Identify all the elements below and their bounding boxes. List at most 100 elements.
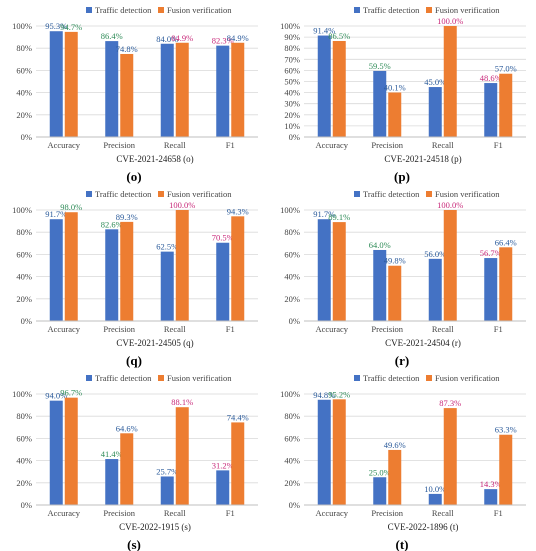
legend-swatch	[86, 375, 92, 381]
data-label: 14.3%	[480, 479, 502, 489]
y-tick-label: 0%	[21, 500, 32, 510]
bar	[120, 221, 134, 321]
chart-panel-5: Traffic detection Fusion verification 0% 20…	[268, 368, 536, 551]
bar	[317, 219, 331, 321]
chart-panel-2: Traffic detection Fusion verification 0% 20…	[0, 184, 268, 368]
y-tick-label: 20%	[284, 110, 300, 120]
legend-label: Fusion verification	[167, 373, 232, 383]
y-tick-label: 0%	[21, 132, 32, 142]
y-tick-label: 60%	[284, 433, 300, 443]
panel-letter: (q)	[126, 353, 142, 368]
bar	[49, 400, 63, 505]
chart-title: CVE-2022-1896 (t)	[388, 522, 459, 532]
y-tick-label: 60%	[16, 433, 32, 443]
legend-swatch	[354, 7, 360, 13]
y-tick-label: 20%	[284, 294, 300, 304]
legend-swatch	[86, 191, 92, 197]
chart-title: CVE-2021-24504 (r)	[385, 338, 461, 348]
bar	[49, 31, 63, 138]
y-tick-label: 10%	[284, 121, 300, 131]
y-tick-label: 40%	[284, 456, 300, 466]
bar-chart-svg: Traffic detection Fusion verification 0% 20…	[12, 5, 258, 184]
bar	[332, 40, 346, 137]
bar-chart-svg: Traffic detection Fusion verification 0% 20…	[12, 189, 258, 368]
legend-swatch	[158, 375, 164, 381]
bar	[160, 43, 174, 138]
legend-swatch	[426, 191, 432, 197]
bar	[175, 407, 189, 505]
y-tick-label: 20%	[16, 478, 32, 488]
bar	[443, 210, 457, 321]
x-tick-label: Precision	[103, 324, 135, 334]
y-tick-label: 100%	[280, 21, 300, 31]
x-tick-label: Recall	[164, 324, 186, 334]
x-tick-label: Accuracy	[315, 324, 348, 334]
data-label: 64.0%	[369, 240, 391, 250]
data-label: 94.0%	[45, 391, 67, 401]
chart-panel-0: Traffic detection Fusion verification 0% 20…	[0, 0, 268, 184]
bar-chart-svg: Traffic detection Fusion verification 0% 20…	[280, 189, 526, 368]
y-tick-label: 0%	[289, 316, 300, 326]
data-label: 10.0%	[424, 484, 446, 494]
bar	[373, 477, 387, 505]
x-tick-label: F1	[226, 140, 235, 150]
bar	[105, 229, 119, 321]
data-label: 100.0%	[437, 16, 463, 26]
bar	[231, 42, 245, 137]
x-tick-label: F1	[226, 324, 235, 334]
bar	[120, 433, 134, 505]
legend-label: Fusion verification	[167, 189, 232, 199]
data-label: 66.4%	[495, 237, 517, 247]
bar	[160, 476, 174, 505]
x-tick-label: Accuracy	[47, 508, 80, 518]
data-label: 95.3%	[45, 21, 67, 31]
legend-label: Traffic detection	[95, 189, 152, 199]
bar	[428, 493, 442, 505]
x-tick-label: F1	[494, 508, 503, 518]
y-tick-label: 90%	[284, 32, 300, 42]
bar	[231, 216, 245, 321]
y-tick-label: 20%	[16, 294, 32, 304]
data-label: 82.6%	[101, 219, 123, 229]
bar-chart-svg: Traffic detection Fusion verification0%10…	[280, 5, 526, 184]
data-label: 91.4%	[313, 26, 335, 36]
data-label: 86.4%	[101, 31, 123, 41]
data-label: 89.1%	[328, 212, 350, 222]
y-tick-label: 100%	[12, 389, 32, 399]
bar	[49, 219, 63, 321]
data-label: 88.1%	[171, 397, 193, 407]
y-tick-label: 60%	[284, 65, 300, 75]
panel-letter: (p)	[394, 169, 410, 184]
panel-letter: (t)	[396, 537, 409, 551]
y-tick-label: 0%	[289, 500, 300, 510]
y-tick-label: 40%	[16, 88, 32, 98]
data-label: 48.6%	[480, 73, 502, 83]
bar	[120, 53, 134, 137]
bar	[443, 26, 457, 137]
y-tick-label: 80%	[16, 411, 32, 421]
y-tick-label: 40%	[16, 272, 32, 282]
x-tick-label: F1	[226, 508, 235, 518]
bar	[388, 265, 402, 321]
legend-swatch	[426, 7, 432, 13]
panel-letter: (s)	[127, 537, 141, 551]
bar	[317, 35, 331, 137]
data-label: 57.0%	[495, 64, 517, 74]
bar	[216, 470, 230, 505]
bar	[332, 399, 346, 505]
data-label: 56.7%	[480, 248, 502, 258]
data-label: 56.0%	[424, 249, 446, 259]
data-label: 95.2%	[328, 389, 350, 399]
legend-label: Traffic detection	[363, 189, 420, 199]
data-label: 31.2%	[212, 460, 234, 470]
data-label: 62.5%	[156, 242, 178, 252]
x-tick-label: Precision	[371, 140, 403, 150]
x-tick-label: Precision	[371, 508, 403, 518]
data-label: 94.3%	[227, 206, 249, 216]
data-label: 64.6%	[116, 423, 138, 433]
y-tick-label: 70%	[284, 54, 300, 64]
bar	[484, 489, 498, 505]
legend-label: Traffic detection	[95, 373, 152, 383]
x-tick-label: Accuracy	[47, 140, 80, 150]
